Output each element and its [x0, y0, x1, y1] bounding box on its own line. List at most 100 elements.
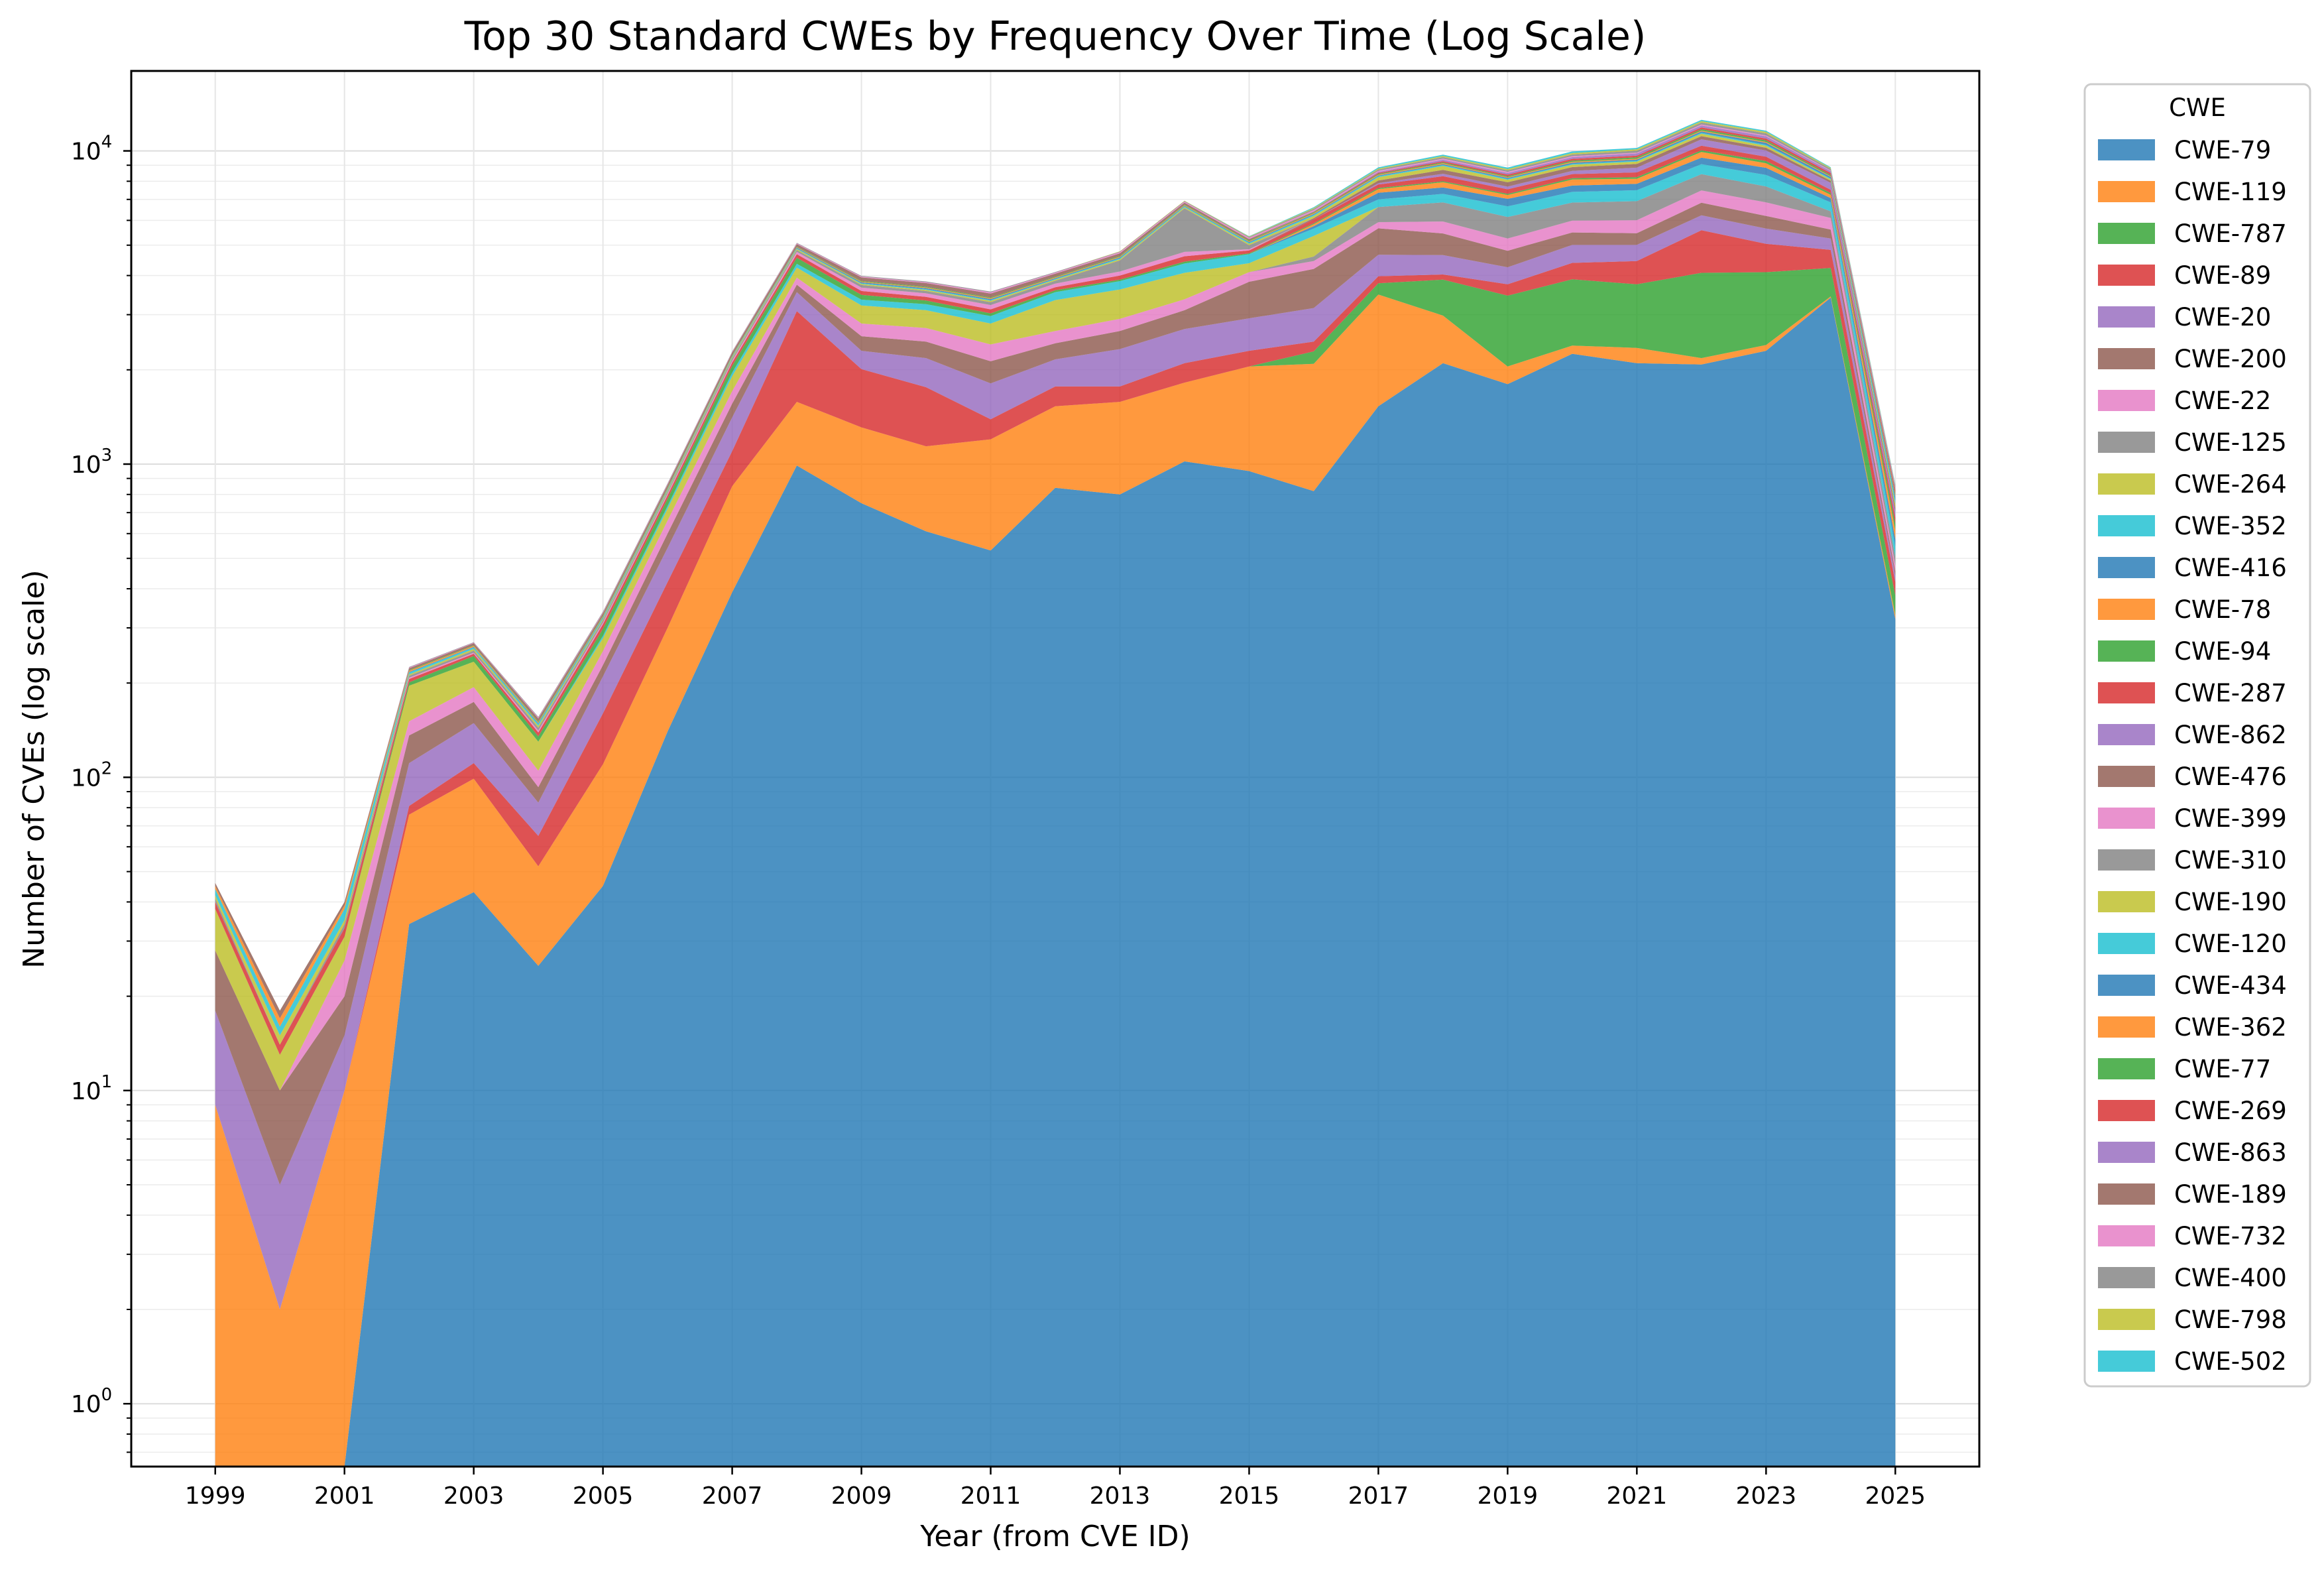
legend-label: CWE-125: [2174, 428, 2287, 457]
x-tick-label: 2015: [1219, 1482, 1280, 1510]
legend-item-cwe-269: CWE-269: [2098, 1097, 2287, 1125]
legend-label: CWE-362: [2174, 1013, 2287, 1042]
legend-label: CWE-89: [2174, 261, 2271, 290]
plot-frame: [130, 70, 1981, 1468]
legend-swatch: [2098, 682, 2155, 703]
y-axis-label: Number of CVEs (log scale): [17, 570, 51, 968]
legend-label: CWE-476: [2174, 762, 2287, 791]
legend-label: CWE-119: [2174, 178, 2287, 206]
legend-label: CWE-20: [2174, 303, 2271, 332]
legend-swatch: [2098, 1225, 2155, 1246]
x-tick-label: 2007: [702, 1482, 763, 1510]
legend-title: CWE: [2169, 93, 2226, 122]
legend-item-cwe-20: CWE-20: [2098, 303, 2271, 332]
legend-label: CWE-399: [2174, 804, 2287, 833]
legend-swatch: [2098, 975, 2155, 996]
legend-swatch: [2098, 265, 2155, 286]
legend-label: CWE-400: [2174, 1264, 2287, 1292]
legend-label: CWE-502: [2174, 1347, 2287, 1376]
x-tick-label: 2023: [1735, 1482, 1796, 1510]
legend-item-cwe-125: CWE-125: [2098, 428, 2287, 457]
legend-label: CWE-120: [2174, 930, 2287, 958]
legend-label: CWE-352: [2174, 512, 2287, 540]
legend-swatch: [2098, 473, 2155, 495]
legend-item-cwe-732: CWE-732: [2098, 1222, 2287, 1250]
legend-swatch: [2098, 640, 2155, 662]
y-tick-label: 104: [71, 133, 112, 166]
x-axis: 1999 2001 2003 2005 2007 2009 2011 2013 2015 2017…: [185, 1467, 1926, 1510]
legend-label: CWE-863: [2174, 1138, 2287, 1167]
legend-item-cwe-862: CWE-862: [2098, 721, 2287, 749]
legend-swatch: [2098, 390, 2155, 411]
x-tick-label: 2011: [960, 1482, 1021, 1510]
legend-swatch: [2098, 849, 2155, 871]
legend-item-cwe-264: CWE-264: [2098, 470, 2287, 499]
x-axis-label: Year (from CVE ID): [919, 1520, 1190, 1553]
legend-swatch: [2098, 306, 2155, 328]
legend-label: CWE-416: [2174, 554, 2287, 582]
legend-item-cwe-22: CWE-22: [2098, 387, 2271, 415]
legend-item-cwe-476: CWE-476: [2098, 762, 2287, 791]
legend-item-cwe-200: CWE-200: [2098, 345, 2287, 373]
legend-label: CWE-287: [2174, 679, 2287, 707]
legend-item-cwe-77: CWE-77: [2098, 1055, 2271, 1083]
legend-swatch: [2098, 933, 2155, 954]
legend-swatch: [2098, 515, 2155, 536]
legend-swatch: [2098, 766, 2155, 787]
legend-swatch: [2098, 599, 2155, 620]
legend-label: CWE-862: [2174, 721, 2287, 749]
legend-swatch: [2098, 432, 2155, 453]
legend-swatch: [2098, 1183, 2155, 1205]
legend-item-cwe-310: CWE-310: [2098, 846, 2287, 875]
y-tick-label: 101: [71, 1072, 112, 1105]
legend-item-cwe-399: CWE-399: [2098, 804, 2287, 833]
legend-swatch: [2098, 1016, 2155, 1038]
x-tick-label: 2019: [1478, 1482, 1539, 1510]
legend-label: CWE-310: [2174, 846, 2287, 875]
legend-item-cwe-863: CWE-863: [2098, 1138, 2287, 1167]
x-tick-label: 2017: [1348, 1482, 1409, 1510]
area-cwe-79: [215, 297, 1896, 1467]
area-cwe-119: [215, 294, 1896, 1467]
legend: CWE CWE-79CWE-119CWE-787CWE-89CWE-20CWE-…: [2083, 83, 2311, 1388]
legend-swatch: [2098, 1142, 2155, 1163]
y-tick-label: 102: [71, 758, 112, 792]
legend-swatch: [2098, 1267, 2155, 1288]
legend-label: CWE-200: [2174, 345, 2287, 373]
legend-item-cwe-362: CWE-362: [2098, 1013, 2287, 1042]
x-tick-label: 2003: [443, 1482, 504, 1510]
legend-item-cwe-400: CWE-400: [2098, 1264, 2287, 1292]
legend-swatch: [2098, 808, 2155, 829]
legend-swatch: [2098, 348, 2155, 369]
legend-label: CWE-190: [2174, 888, 2287, 916]
legend-item-cwe-79: CWE-79: [2098, 136, 2271, 164]
legend-item-cwe-502: CWE-502: [2098, 1347, 2287, 1376]
legend-item-cwe-787: CWE-787: [2098, 219, 2287, 248]
legend-swatch: [2098, 724, 2155, 745]
x-tick-label: 2009: [831, 1482, 892, 1510]
legend-swatch: [2098, 1100, 2155, 1121]
legend-item-cwe-189: CWE-189: [2098, 1180, 2287, 1209]
legend-item-cwe-78: CWE-78: [2098, 595, 2271, 624]
legend-item-cwe-434: CWE-434: [2098, 971, 2287, 1000]
legend-swatch: [2098, 1351, 2155, 1372]
stacked-area-layers: [215, 119, 1896, 1467]
y-axis: 100 101 102 103 104: [71, 133, 131, 1453]
legend-label: CWE-732: [2174, 1222, 2287, 1250]
legend-item-cwe-416: CWE-416: [2098, 554, 2287, 582]
legend-swatch: [2098, 139, 2155, 160]
legend-label: CWE-78: [2174, 595, 2271, 624]
legend-label: CWE-787: [2174, 219, 2287, 248]
x-tick-label: 1999: [185, 1482, 246, 1510]
legend-label: CWE-189: [2174, 1180, 2287, 1209]
legend-item-cwe-89: CWE-89: [2098, 261, 2271, 290]
legend-item-cwe-119: CWE-119: [2098, 178, 2287, 206]
legend-item-cwe-352: CWE-352: [2098, 512, 2287, 540]
legend-swatch: [2098, 1058, 2155, 1079]
x-tick-label: 2001: [314, 1482, 375, 1510]
legend-item-cwe-120: CWE-120: [2098, 930, 2287, 958]
y-tick-label: 103: [71, 446, 112, 479]
x-tick-label: 2005: [573, 1482, 634, 1510]
legend-items: CWE-79 CWE-119 CWE-787 CWE-89 CWE-20 CWE-200 C…: [2098, 136, 2287, 1376]
